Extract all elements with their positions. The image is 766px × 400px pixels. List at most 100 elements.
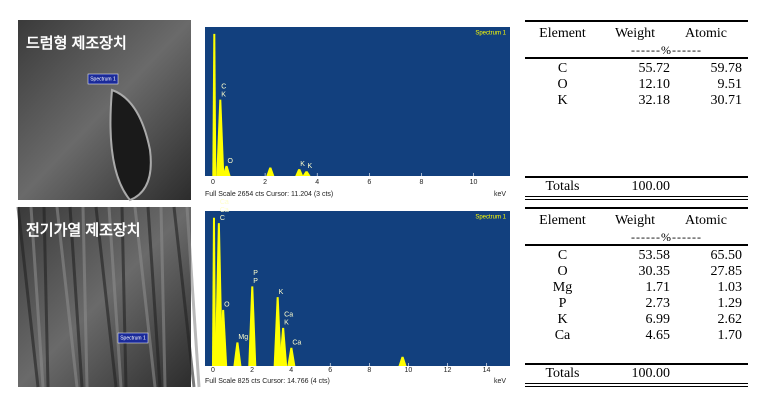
table-row: P 2.73 1.29 [525, 296, 748, 312]
table-row: O 30.35 27.85 [525, 264, 748, 280]
spectrum-title: Spectrum 1 [475, 31, 506, 37]
table-cell: 9.51 [717, 77, 743, 92]
table-cell: 65.50 [710, 248, 743, 263]
peak-label: K [300, 161, 305, 168]
x-tick-label: 4 [289, 367, 293, 374]
x-tick-label: 6 [328, 367, 332, 374]
sem-texture [94, 206, 118, 388]
sem-texture [146, 206, 162, 388]
x-tick-label: 0 [211, 179, 215, 186]
table-cell: 100.00 [631, 366, 671, 381]
spectrum-peak [233, 342, 242, 366]
spectrum-peak [273, 297, 282, 366]
eds-table: Element Weight Atomic ------%------ C 55.72 59… [525, 20, 748, 200]
peak-label: Ca [220, 207, 229, 214]
x-tick-label: 8 [367, 367, 371, 374]
table-cell: 12.10 [638, 77, 671, 92]
sem-texture [172, 206, 196, 388]
table-cell: 30.35 [638, 264, 671, 279]
peak-label: Ca [220, 199, 229, 206]
x-tick-label: 10 [404, 367, 412, 374]
spectrum-footer: Full Scale 2654 cts Cursor: 11.204 (3 ct… [205, 191, 333, 198]
x-tick-label: 14 [483, 367, 491, 374]
table-cell: Totals [545, 366, 580, 381]
sem-tag: Spectrum 1 [90, 76, 116, 82]
peak-label: K [308, 163, 313, 170]
table-cell: K [557, 93, 568, 108]
sem-texture [68, 206, 84, 388]
spectrum-peak [219, 309, 228, 366]
x-tick-label: 2 [250, 367, 254, 374]
table-cell: 6.99 [645, 312, 671, 327]
table-cell: 53.58 [638, 248, 671, 263]
table-cell: 1.71 [645, 280, 671, 295]
table-cell: 59.78 [710, 61, 743, 76]
x-unit: keV [494, 191, 506, 198]
table-cell: C [557, 248, 568, 263]
table-row: O 12.10 9.51 [525, 77, 748, 93]
eds-table: Element Weight Atomic ------%------ C 53.58 65… [525, 207, 748, 387]
header-cell: Atomic [685, 26, 727, 41]
table-cell: 1.29 [717, 296, 743, 311]
table-cell: 27.85 [710, 264, 743, 279]
sem-image [18, 20, 191, 200]
sem-tag: Spectrum 1 [120, 335, 146, 341]
table-cell: P [558, 296, 567, 311]
spectrum-peak [212, 33, 217, 176]
table-row: K 6.99 2.62 [525, 312, 748, 328]
x-tick-label: 4 [315, 179, 319, 186]
sem-tag-box [117, 332, 149, 344]
x-tick-label: 0 [211, 367, 215, 374]
header-cell: Atomic [685, 213, 727, 228]
table-cell: 1.03 [717, 280, 743, 295]
table-cell: K [557, 312, 568, 327]
table-cell: 32.18 [638, 93, 671, 108]
x-tick-label: 2 [263, 179, 267, 186]
table-cell: Ca [554, 328, 571, 343]
spectrum-footer: Full Scale 825 cts Cursor: 14.766 (4 cts… [205, 378, 330, 385]
panel-label: 전기가열 제조장치 [26, 221, 141, 239]
table-cell: 1.70 [717, 328, 743, 343]
sem-tag-box [87, 73, 119, 85]
sem-texture [185, 206, 201, 388]
sem-texture [16, 206, 40, 388]
peak-label: Ca [292, 340, 301, 347]
table-row: K 32.18 30.71 [525, 93, 748, 109]
table-header: Element Weight Atomic [525, 212, 748, 230]
spectrum-peak [248, 286, 257, 366]
table-cell: 100.00 [631, 179, 671, 194]
spectrum-peak [216, 99, 225, 176]
spectrum-panel [205, 27, 510, 176]
table-cell: 55.72 [638, 61, 671, 76]
table-header: Element Weight Atomic [525, 25, 748, 43]
x-tick-label: 6 [367, 179, 371, 186]
header-cell: Weight [614, 26, 656, 41]
peak-label: K [284, 320, 289, 327]
spectrum-peak [214, 223, 223, 366]
sem-texture [29, 206, 45, 388]
sem-texture [81, 206, 89, 388]
spectrum-peak [287, 347, 296, 366]
spectrum-peak [279, 327, 288, 366]
table-row: C 55.72 59.78 [525, 61, 748, 77]
peak-label: K [221, 91, 226, 98]
sem-texture [42, 206, 50, 388]
table-body: C 55.72 59.78 O 12.10 9.51 K 32.18 30.71 [525, 61, 748, 176]
totals-row: Totals 100.00 [525, 363, 748, 383]
x-tick-label: 10 [470, 179, 478, 186]
x-tick-label: 8 [419, 179, 423, 186]
unit-label: ------%------ [525, 43, 748, 59]
spectrum-peak [295, 169, 304, 176]
spectrum-peak [398, 356, 407, 366]
peak-label: C [221, 83, 226, 90]
peak-label: Ca [284, 312, 293, 319]
spectrum-peak [211, 217, 216, 366]
header-cell: Element [539, 213, 586, 228]
panel-label: 드럼형 제조장치 [26, 34, 127, 52]
sem-feature [109, 88, 152, 202]
table-cell: O [557, 264, 568, 279]
unit-label: ------%------ [525, 230, 748, 246]
peak-label: K [279, 289, 284, 296]
